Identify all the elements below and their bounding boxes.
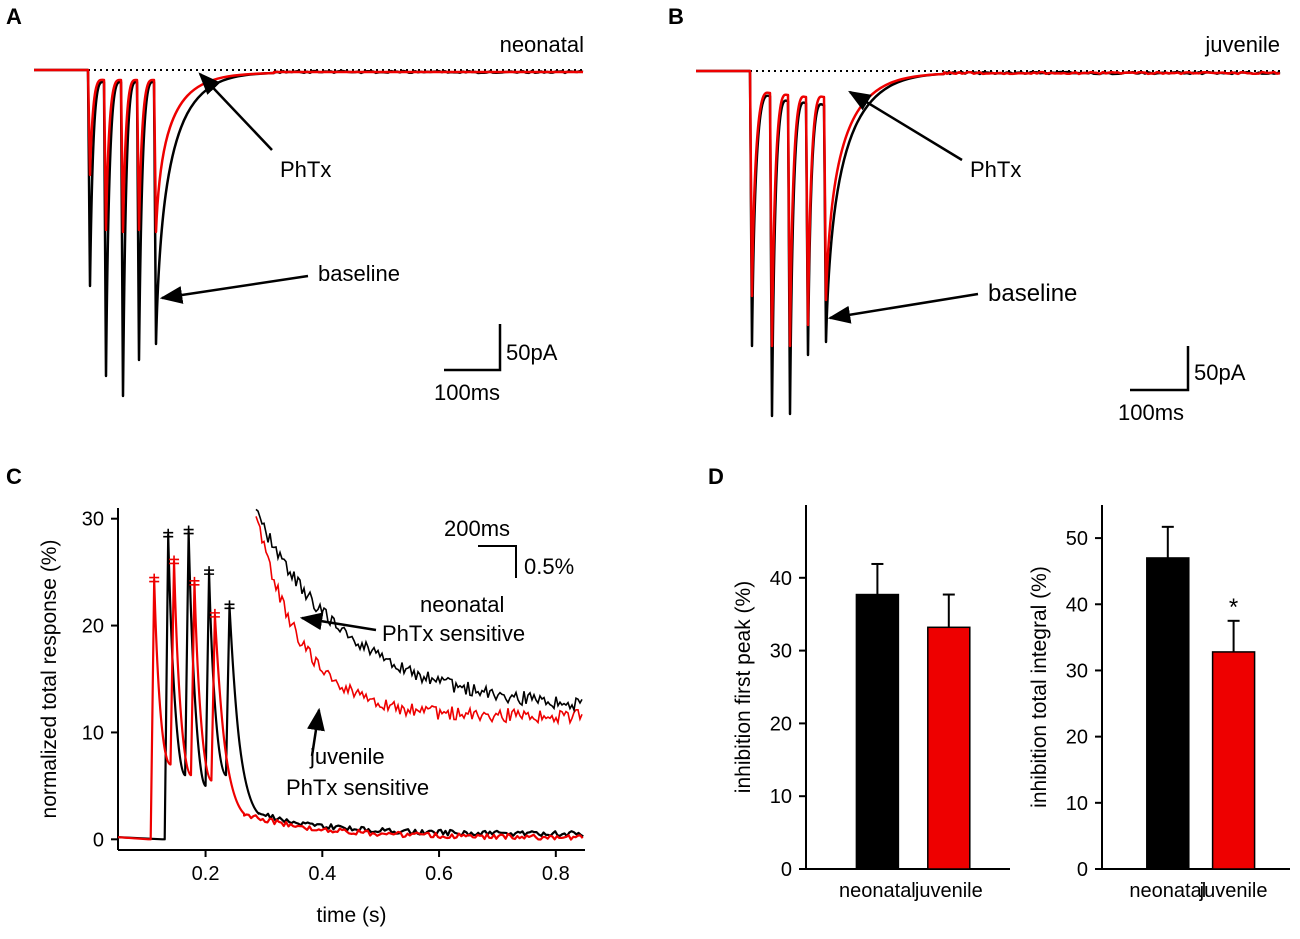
panel-c-x-tick-label: 0.6 bbox=[425, 863, 453, 885]
panel-c-error-tick bbox=[209, 608, 220, 618]
panel-c-inset-scale-x: 200ms bbox=[444, 516, 510, 541]
panel-d-left-y-tick-label: 0 bbox=[781, 859, 792, 881]
panel-d-right-y-tick-label: 30 bbox=[1066, 660, 1088, 682]
panel-a-title: neonatal bbox=[500, 32, 584, 57]
panel-a-trace-phtx bbox=[34, 68, 583, 234]
panel-d-left-category-label-neonatal: neonatal bbox=[839, 880, 916, 902]
panel-b-phtx-label: PhTx bbox=[970, 157, 1021, 182]
panel-d-left-chart: 0 10 20 30 40 inhibition first peak (%) neonat… bbox=[732, 505, 1010, 902]
panel-c-y-tick-label: 0 bbox=[93, 829, 104, 851]
panel-c-x-tick-label: 0.4 bbox=[308, 863, 336, 885]
panel-c-legend-neonatal-2: PhTx sensitive bbox=[382, 621, 525, 646]
panel-a-baseline-arrow bbox=[159, 274, 309, 304]
panel-c-legend-juvenile-2: PhTx sensitive bbox=[286, 775, 429, 800]
panel-a-label: A bbox=[6, 4, 22, 29]
panel-d-right-chart: 0 10 20 30 40 50 inhibition total integral (%)… bbox=[1028, 505, 1290, 902]
panel-c-legend-neonatal-1: neonatal bbox=[420, 592, 504, 617]
panel-a-phtx-label: PhTx bbox=[280, 157, 331, 182]
panel-d-right-y-tick-label: 0 bbox=[1077, 859, 1088, 881]
panel-a-phtx-arrow bbox=[198, 72, 273, 151]
panel-c-x-tick-label: 0.2 bbox=[192, 863, 220, 885]
panel-d-right-category-label-juvenile: juvenile bbox=[1199, 880, 1268, 902]
panel-b-label: B bbox=[668, 4, 684, 29]
panel-d-left-bar-juvenile bbox=[927, 626, 971, 870]
panel-c-y-axis-label: normalized total response (%) bbox=[38, 540, 61, 819]
panel-c-series-neonatal bbox=[117, 530, 584, 841]
panel-c-error-tick bbox=[189, 576, 200, 586]
panel-d-right-y-tick-label: 20 bbox=[1066, 727, 1088, 749]
panel-d-right-y-axis-label: inhibition total integral (%) bbox=[1028, 566, 1051, 808]
panel-b-trace-baseline bbox=[696, 69, 1281, 418]
panel-c-axes: 0 10 20 30 0.2 0.4 0.6 0.8 time (s) normalized to… bbox=[38, 508, 585, 927]
panel-d-left-bar-neonatal bbox=[855, 593, 900, 870]
panel-d-right-bar-neonatal bbox=[1146, 557, 1190, 870]
panel-d-left-y-tick-label: 10 bbox=[770, 786, 792, 808]
panel-b-baseline-arrow bbox=[827, 292, 979, 324]
panel-c-error-tick bbox=[204, 566, 215, 575]
panel-c-inset-juvenile bbox=[255, 516, 583, 726]
panel-c-error-tick bbox=[163, 528, 174, 538]
panel-c-inset-scale-y: 0.5% bbox=[524, 554, 574, 579]
panel-c-y-tick-label: 20 bbox=[82, 616, 104, 638]
panel-b-scale-y: 50pA bbox=[1194, 360, 1246, 385]
panel-b-phtx-arrow bbox=[848, 90, 963, 162]
panel-d-right-category-label-neonatal: neonatal bbox=[1129, 880, 1206, 902]
panel-b-title: juvenile bbox=[1204, 32, 1280, 57]
panel-c-x-tick-label: 0.8 bbox=[542, 863, 570, 885]
panel-c-y-tick-label: 10 bbox=[82, 722, 104, 744]
panel-a: A neonatal PhTx baseline 50pA 100ms bbox=[6, 4, 584, 405]
panel-c-series-juvenile bbox=[117, 560, 584, 841]
panel-a-baseline-label: baseline bbox=[318, 261, 400, 286]
panel-d-right-bar-juvenile bbox=[1211, 651, 1256, 870]
panel-c-juvenile-arrow bbox=[307, 707, 325, 757]
panel-c-error-tick bbox=[224, 600, 235, 610]
panel-a-scale-x: 100ms bbox=[434, 380, 500, 405]
panel-b-baseline-label: baseline bbox=[988, 280, 1077, 307]
panel-d-left-y-tick-label: 30 bbox=[770, 641, 792, 663]
panel-d-right-y-tick-label: 40 bbox=[1066, 594, 1088, 616]
panel-c-inset-scale-bar bbox=[478, 545, 517, 578]
panel-c-y-tick-label: 30 bbox=[82, 509, 104, 531]
panel-d-left-category-label-juvenile: juvenile bbox=[914, 880, 983, 902]
panel-d-left-y-tick-label: 40 bbox=[770, 568, 792, 590]
panel-d-right-significance-juvenile: * bbox=[1229, 594, 1238, 621]
panel-c-label: C bbox=[6, 464, 22, 489]
panel-c-error-tick bbox=[183, 525, 194, 535]
panel-c-x-axis-label: time (s) bbox=[317, 904, 387, 927]
panel-a-scale-y: 50pA bbox=[506, 340, 558, 365]
panel-c-error-ticks bbox=[149, 525, 235, 618]
panel-c: C 0 10 20 30 0.2 0.4 0.6 0.8 time (s) normalized … bbox=[6, 464, 585, 927]
panel-d-label: D bbox=[708, 464, 724, 489]
panel-d-right-y-tick-label: 50 bbox=[1066, 528, 1088, 550]
panel-b-trace-phtx bbox=[696, 69, 1281, 348]
panel-c-error-tick bbox=[149, 573, 160, 583]
panel-c-inset-neonatal bbox=[255, 508, 583, 713]
panel-a-scale-bar bbox=[444, 324, 502, 372]
panel-c-legend-juvenile-1: juvenile bbox=[309, 744, 385, 769]
panel-b-scale-x: 100ms bbox=[1118, 400, 1184, 425]
panel-d-right-y-tick-label: 10 bbox=[1066, 793, 1088, 815]
panel-d-left-y-axis-label: inhibition first peak (%) bbox=[732, 581, 755, 793]
panel-c-error-tick bbox=[169, 555, 180, 565]
panel-c-neonatal-arrow bbox=[299, 612, 377, 632]
panel-d-left-y-tick-label: 20 bbox=[770, 713, 792, 735]
panel-d: D 0 10 20 30 40 inhibition first peak (%) neon… bbox=[708, 464, 1290, 902]
panel-b-scale-bar bbox=[1130, 346, 1190, 392]
panel-b: B juvenile PhTx baseline 50pA 100ms bbox=[668, 4, 1281, 425]
